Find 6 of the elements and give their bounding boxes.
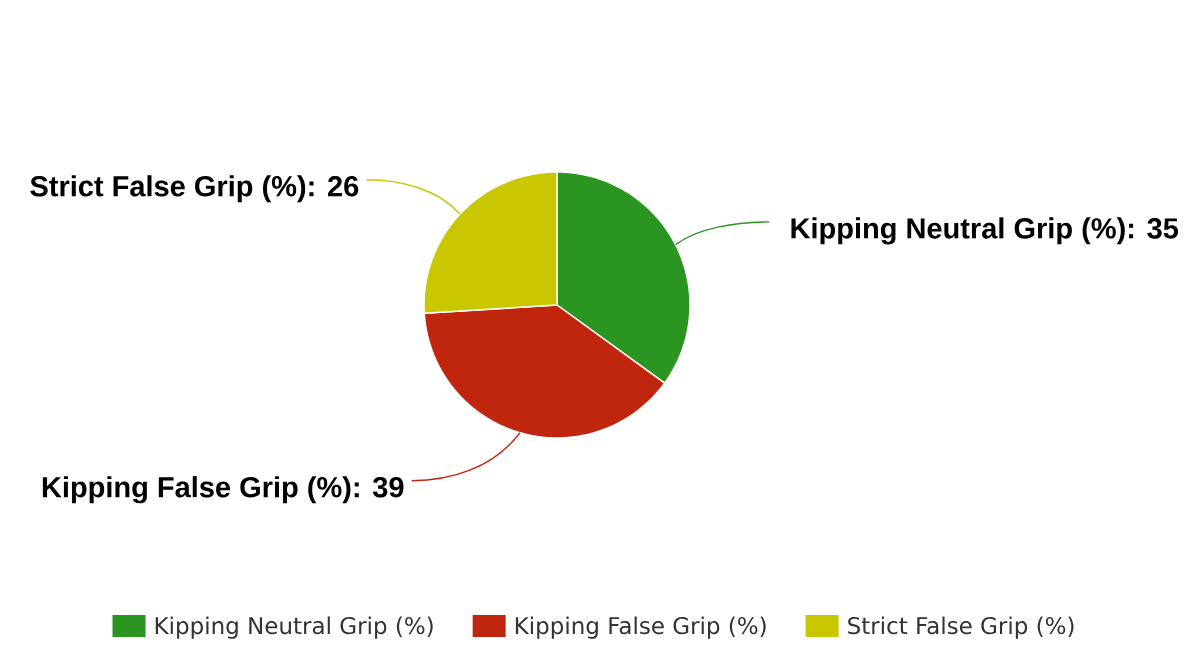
legend-label: Strict False Grip (%) <box>848 616 1074 639</box>
data-label: Strict False Grip (%): 26 <box>30 175 359 203</box>
data-label: Kipping False Grip (%): 39 <box>42 476 404 504</box>
legend-label: Kipping Neutral Grip (%) <box>155 616 433 639</box>
data-label: Kipping Neutral Grip (%): 35 <box>791 217 1179 245</box>
legend-label: Kipping False Grip (%) <box>515 616 766 639</box>
